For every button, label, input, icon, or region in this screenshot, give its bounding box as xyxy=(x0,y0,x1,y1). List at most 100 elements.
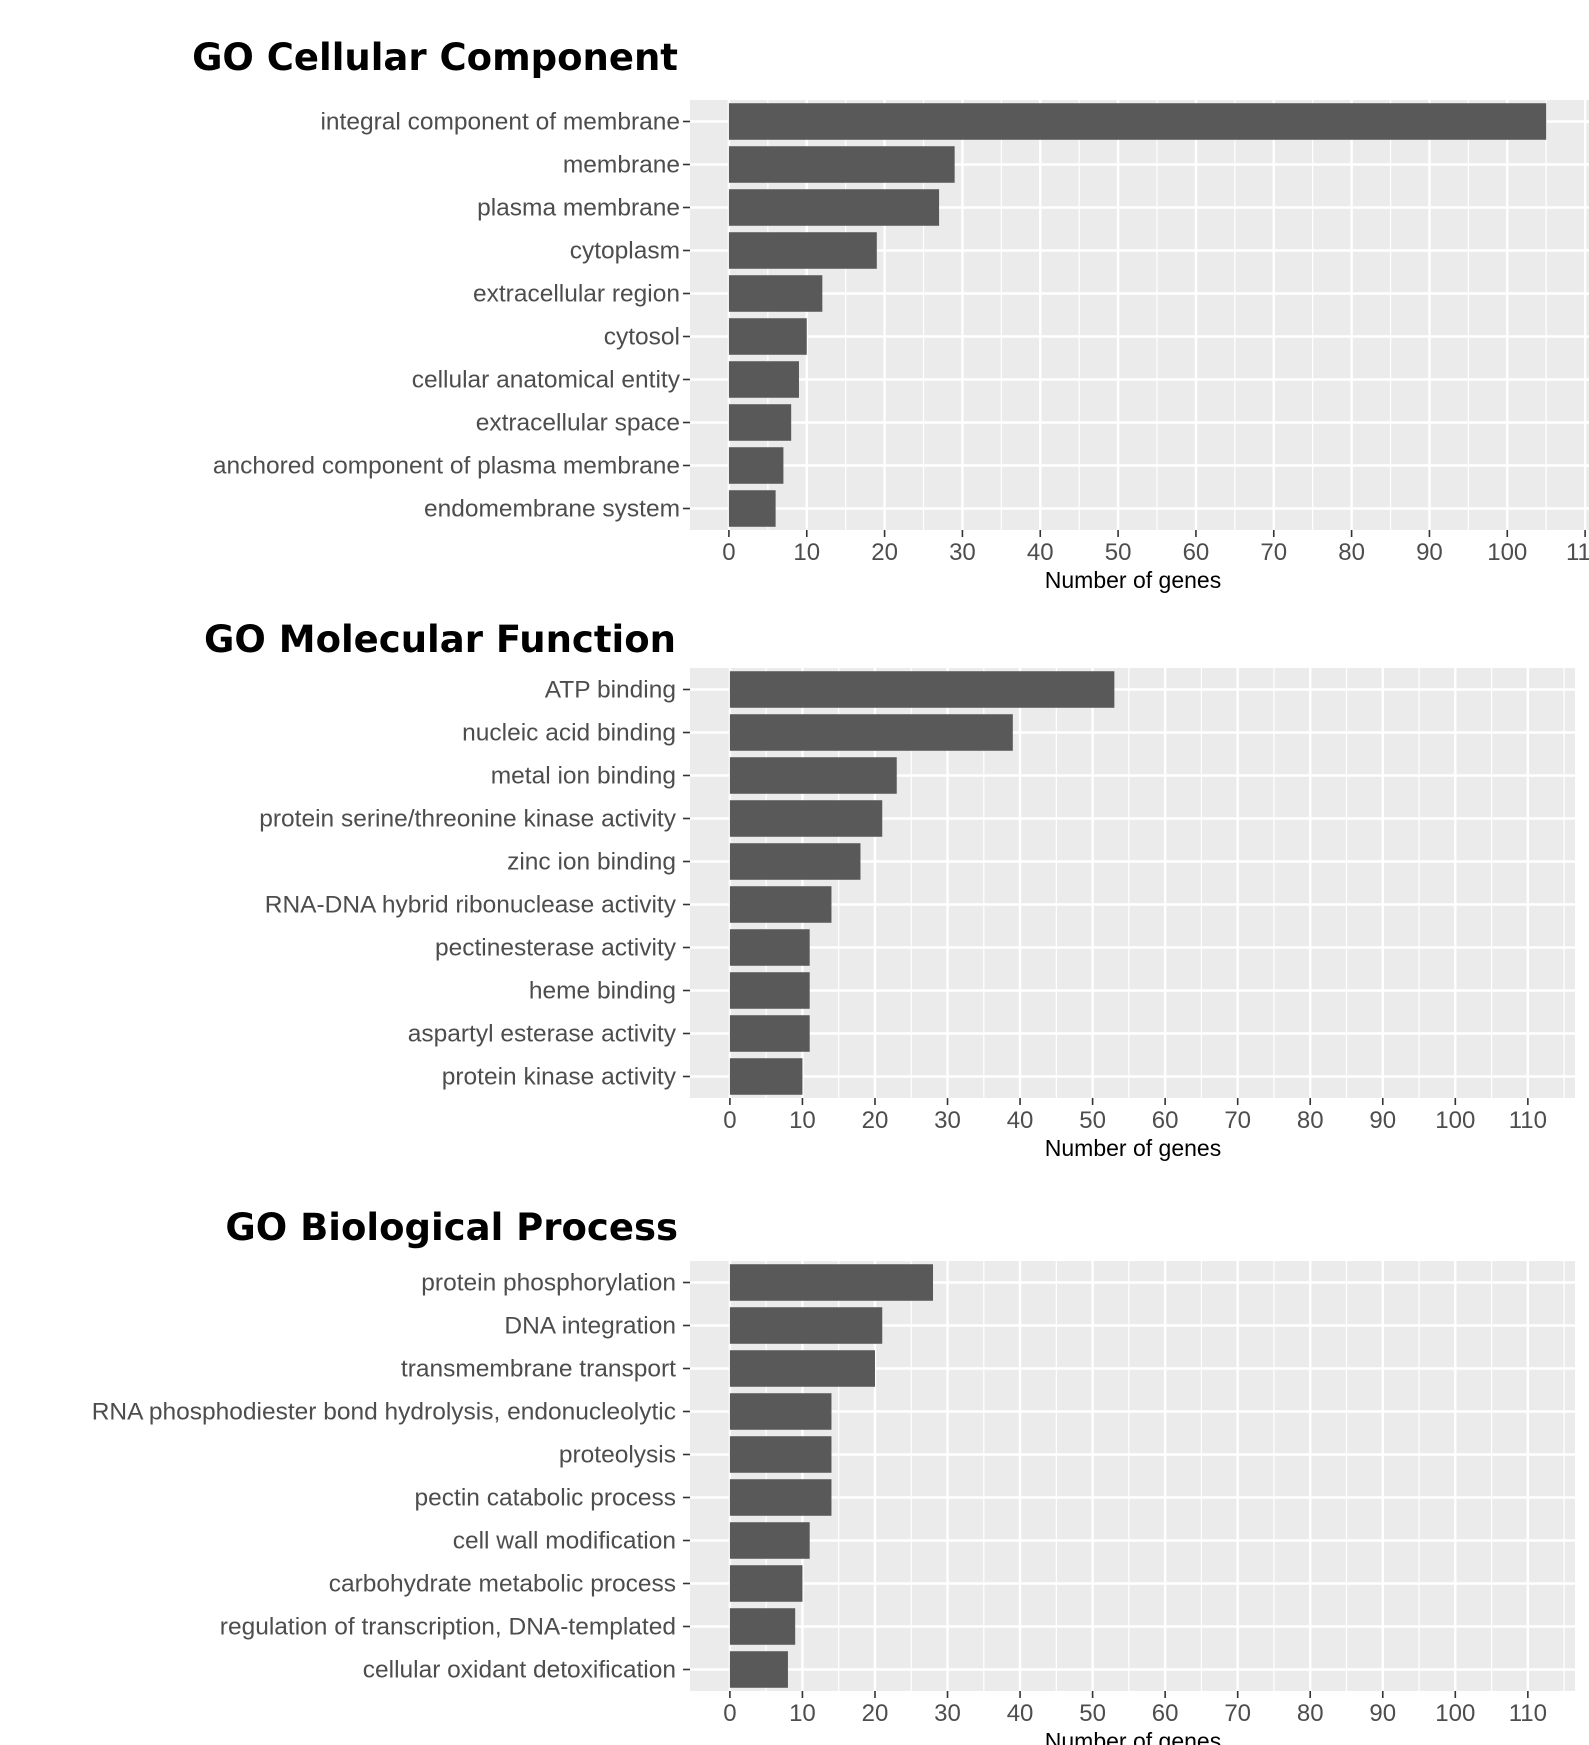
category-label: nucleic acid binding xyxy=(462,720,676,747)
chart-title: GO Biological Process xyxy=(225,1206,678,1249)
category-label: protein phosphorylation xyxy=(421,1270,676,1297)
category-label: cell wall modification xyxy=(453,1528,676,1555)
bar xyxy=(729,757,897,794)
category-label: extracellular space xyxy=(476,410,680,437)
category-label: integral component of membrane xyxy=(320,109,680,136)
x-tick-label: 50 xyxy=(1079,1700,1106,1727)
x-tick-label: 100 xyxy=(1487,539,1527,566)
x-tick-label: 110 xyxy=(1566,539,1589,566)
category-label: protein kinase activity xyxy=(442,1064,677,1091)
chart-title: GO Cellular Component xyxy=(192,36,678,79)
x-tick-label: 40 xyxy=(1007,1700,1034,1727)
x-tick-label: 0 xyxy=(722,539,735,566)
category-label: endomembrane system xyxy=(424,496,680,523)
bar xyxy=(729,843,861,880)
bar xyxy=(729,1436,832,1473)
bar xyxy=(728,232,877,269)
bar xyxy=(729,1522,810,1559)
category-label: pectin catabolic process xyxy=(415,1485,676,1512)
chart-panel-3: protein phosphorylation DNA integration tr… xyxy=(92,1206,1575,1745)
x-tick-label: 30 xyxy=(949,539,976,566)
category-label: metal ion binding xyxy=(491,763,676,790)
category-label: carbohydrate metabolic process xyxy=(329,1571,676,1598)
x-tick-label: 80 xyxy=(1338,539,1365,566)
x-tick-label: 20 xyxy=(862,1700,889,1727)
category-label: cellular anatomical entity xyxy=(412,367,681,394)
category-label: pectinesterase activity xyxy=(435,935,677,962)
x-tick-label: 10 xyxy=(789,1700,816,1727)
x-tick-label: 90 xyxy=(1369,1107,1396,1134)
x-tick-label: 40 xyxy=(1027,539,1054,566)
category-label: aspartyl esterase activity xyxy=(408,1021,677,1048)
x-tick-label: 110 xyxy=(1509,1700,1547,1727)
bar xyxy=(729,1058,803,1095)
bar xyxy=(728,103,1547,140)
x-tick-label: 30 xyxy=(934,1107,961,1134)
bar xyxy=(729,929,810,966)
category-label: protein serine/threonine kinase activity xyxy=(259,806,676,833)
bar xyxy=(729,1565,803,1602)
x-axis-title: Number of genes xyxy=(1045,1728,1221,1745)
x-tick-label: 110 xyxy=(1509,1107,1547,1134)
x-tick-label: 100 xyxy=(1435,1107,1475,1134)
bar xyxy=(729,800,883,837)
bar xyxy=(728,447,784,484)
bar xyxy=(729,671,1115,708)
chart-title: GO Molecular Function xyxy=(204,618,676,661)
chart-panel-2: ATP binding nucleic acid binding metal ion… xyxy=(204,618,1575,1161)
bar xyxy=(729,714,1013,751)
category-label: transmembrane transport xyxy=(401,1356,676,1383)
x-tick-label: 20 xyxy=(871,539,898,566)
category-label: RNA phosphodiester bond hydrolysis, endo… xyxy=(92,1399,676,1426)
bar xyxy=(729,1651,788,1688)
x-tick-label: 80 xyxy=(1297,1700,1324,1727)
bar xyxy=(728,275,823,312)
x-tick-label: 60 xyxy=(1152,1107,1179,1134)
category-label: cellular oxidant detoxification xyxy=(363,1657,676,1684)
bar xyxy=(728,404,792,441)
category-label: extracellular region xyxy=(473,281,680,308)
x-axis-title: Number of genes xyxy=(1045,567,1221,593)
x-tick-label: 0 xyxy=(723,1700,736,1727)
x-tick-label: 90 xyxy=(1416,539,1443,566)
category-label: cytosol xyxy=(604,324,680,351)
bar xyxy=(729,972,810,1009)
x-tick-label: 60 xyxy=(1152,1700,1179,1727)
x-tick-label: 10 xyxy=(793,539,820,566)
category-label: DNA integration xyxy=(504,1313,676,1340)
bar xyxy=(729,1350,875,1387)
bar xyxy=(729,1264,934,1301)
category-label: plasma membrane xyxy=(477,195,680,222)
category-label: ATP binding xyxy=(545,677,676,704)
x-tick-label: 100 xyxy=(1435,1700,1475,1727)
x-tick-label: 40 xyxy=(1007,1107,1034,1134)
bar xyxy=(728,361,799,398)
x-tick-label: 70 xyxy=(1224,1107,1251,1134)
category-label: membrane xyxy=(563,152,680,179)
category-label: proteolysis xyxy=(559,1442,676,1469)
category-label: cytoplasm xyxy=(570,238,680,265)
bar xyxy=(729,1393,832,1430)
bar xyxy=(729,1307,883,1344)
x-tick-label: 70 xyxy=(1260,539,1287,566)
chart-panel-1: integral component of membrane membrane pl… xyxy=(192,36,1589,593)
bar xyxy=(728,146,955,183)
category-label: heme binding xyxy=(529,978,676,1005)
category-label: RNA-DNA hybrid ribonuclease activity xyxy=(265,892,677,919)
x-axis-title: Number of genes xyxy=(1045,1135,1221,1161)
category-label: zinc ion binding xyxy=(507,849,676,876)
category-label: regulation of transcription, DNA-templat… xyxy=(220,1614,676,1641)
x-tick-label: 50 xyxy=(1079,1107,1106,1134)
bar xyxy=(728,490,776,527)
x-tick-label: 30 xyxy=(934,1700,961,1727)
bar xyxy=(729,1608,796,1645)
x-tick-label: 0 xyxy=(723,1107,736,1134)
x-tick-label: 20 xyxy=(862,1107,889,1134)
bar xyxy=(729,1479,832,1516)
category-label: anchored component of plasma membrane xyxy=(213,453,680,480)
x-tick-label: 10 xyxy=(789,1107,816,1134)
bar xyxy=(728,318,807,355)
bar xyxy=(729,1015,810,1052)
x-tick-label: 80 xyxy=(1297,1107,1324,1134)
